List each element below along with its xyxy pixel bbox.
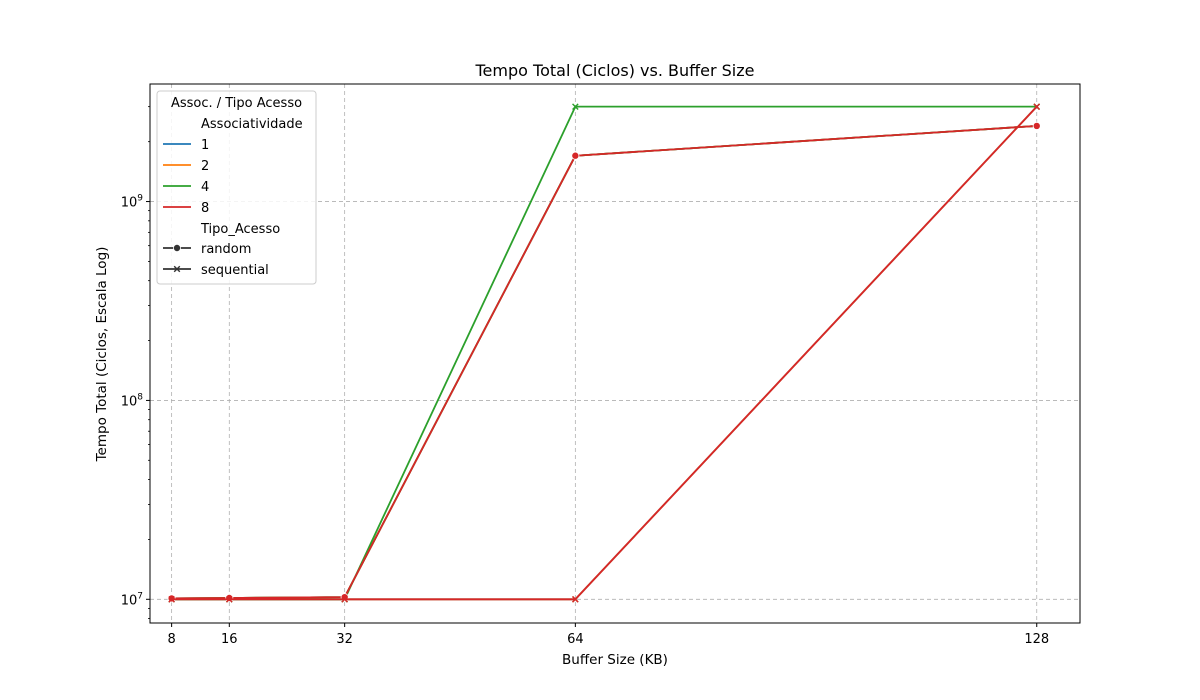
y-axis-label: Tempo Total (Ciclos, Escala Log) [94,247,110,463]
plot-frame [149,83,1081,624]
legend-marker-sequential [173,265,181,273]
data-point-8-sequential-128 [1033,103,1041,110]
data-point-4-sequential-64 [572,103,579,110]
x-axis-label: Buffer Size (KB) [562,652,668,668]
legend-label-4: 4 [201,180,209,195]
x-tick-label-0: 8 [167,632,175,647]
legend-label-2: 2 [201,159,209,174]
x-axis: 8 16 32 64 128 [167,623,1049,647]
x-tick-label-4: 128 [1024,632,1049,647]
x-tick-label-3: 64 [567,632,584,647]
legend-marker-random [172,243,181,252]
x-tick-label-1: 16 [221,632,238,647]
series-group [167,103,1041,603]
legend: Assoc. / Tipo Acesso Associatividade 1 2 4… [156,90,317,285]
data-point-8-sequential-16 [226,596,233,603]
data-point-8-sequential-32 [341,596,348,603]
legend-hue-title: Associatividade [201,117,303,132]
legend-label-sequential: sequential [201,263,269,278]
legend-label-1: 1 [201,138,209,153]
legend-style-entries: random sequential [163,242,269,278]
x-tick-label-2: 32 [336,632,353,647]
legend-box [156,90,317,285]
legend-hue-entries: 1 2 4 8 [163,138,209,216]
chart-title: Tempo Total (Ciclos) vs. Buffer Size [475,61,755,80]
data-point-8-sequential-64 [572,596,579,603]
legend-style-title: Tipo_Acesso [200,222,280,237]
legend-label-random: random [201,242,251,257]
legend-label-8: 8 [201,201,209,216]
data-point-8-random-64 [571,151,580,160]
legend-title: Assoc. / Tipo Acesso [171,96,302,111]
data-point-8-sequential-8 [168,596,175,603]
data-point-8-random-16 [225,594,234,603]
data-point-8-random-128 [1032,121,1041,130]
